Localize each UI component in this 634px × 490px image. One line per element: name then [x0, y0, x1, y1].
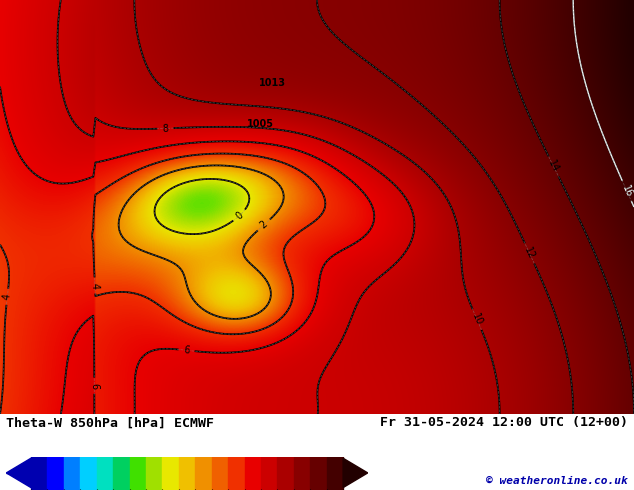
Text: 12: 12: [522, 245, 537, 261]
Text: © weatheronline.co.uk: © weatheronline.co.uk: [486, 476, 628, 486]
Text: 1013: 1013: [259, 78, 286, 88]
Text: 10: 10: [470, 312, 484, 327]
Text: 16: 16: [620, 183, 634, 198]
Text: 6: 6: [183, 345, 190, 356]
Text: 2: 2: [258, 219, 269, 231]
Text: 14: 14: [547, 159, 560, 174]
Polygon shape: [6, 458, 31, 488]
Text: 8: 8: [162, 123, 169, 134]
Text: 4: 4: [2, 293, 13, 300]
Polygon shape: [343, 458, 368, 488]
Text: Fr 31-05-2024 12:00 UTC (12+00): Fr 31-05-2024 12:00 UTC (12+00): [380, 416, 628, 429]
Text: 1005: 1005: [247, 119, 273, 129]
Text: Theta-W 850hPa [hPa] ECMWF: Theta-W 850hPa [hPa] ECMWF: [6, 416, 214, 429]
Text: 6: 6: [89, 383, 100, 389]
Text: 4: 4: [90, 282, 100, 289]
Text: 16: 16: [620, 183, 634, 198]
Text: 0: 0: [234, 210, 245, 221]
